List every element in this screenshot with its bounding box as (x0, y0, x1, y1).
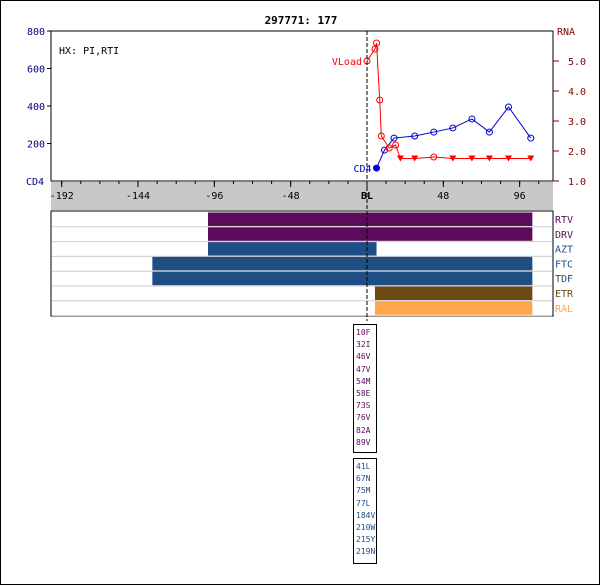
mutation-item: 184V (356, 510, 376, 520)
left-tick-label: 400 (27, 102, 45, 113)
cd4-point (505, 103, 513, 111)
left-tick-label: 600 (27, 65, 45, 76)
drug-label: RAL (555, 304, 573, 315)
vload-point (430, 153, 438, 161)
drug-label: AZT (555, 245, 573, 256)
left-tick-label: 200 (27, 140, 45, 151)
mutation-item: 67N (356, 474, 371, 484)
mutation-item: 215Y (356, 535, 376, 545)
x-tick-label: 96 (514, 191, 526, 202)
drug-bar-azt (208, 242, 377, 256)
cd4-point (485, 128, 493, 136)
x-axis-band (51, 182, 553, 210)
drug-bar-rtv (208, 212, 533, 226)
rt-mutations-box: 41L 67N 75M 77L 184V 210W 215Y 219N (353, 458, 377, 564)
cd4-point (411, 132, 419, 140)
mutation-item: 76V (356, 413, 371, 423)
cd4-line (376, 106, 532, 169)
right-tick-label: 5.0 (568, 57, 586, 68)
mutation-item: 75M (356, 486, 371, 496)
mutation-item: 47V (356, 364, 371, 374)
mutation-item: 54M (356, 376, 371, 386)
x-tick-label: -48 (282, 191, 300, 202)
drug-bar-ral (374, 301, 533, 315)
right-tick-label: 3.0 (568, 117, 586, 128)
vload-point (449, 155, 457, 162)
hx-annotation: HX: PI,RTI (59, 46, 119, 57)
cd4-point (449, 124, 457, 132)
chart-title: 297771: 177 (265, 14, 338, 27)
vload-point (527, 155, 535, 162)
x-tick-label: -96 (205, 191, 223, 202)
mutation-item: 77L (356, 498, 371, 508)
drug-bar-etr (374, 286, 533, 300)
vload-point (392, 141, 400, 149)
vload-point (468, 155, 476, 162)
vload-point (373, 39, 381, 47)
chart: 297771: 177 HX: PI,RTI -192 -144 -96 -48 BL 4… (26, 14, 586, 323)
mutation-item: 41L (356, 462, 371, 471)
drug-label: RTV (555, 215, 573, 226)
cd4-point (430, 128, 438, 136)
vload-series-label: VLoad (332, 57, 362, 68)
mutation-item: 73S (356, 401, 371, 411)
right-tick-label: 2.0 (568, 147, 586, 158)
vload-point (505, 155, 513, 162)
mutation-item: 58E (356, 388, 371, 398)
vload-point (377, 132, 385, 140)
drug-bar-ftc (152, 256, 533, 271)
vload-point (411, 155, 419, 162)
cd4-point (390, 134, 398, 142)
drug-label: DRV (555, 230, 573, 241)
x-tick-label: -192 (50, 191, 74, 202)
vload-point (385, 144, 393, 152)
cd4-series-label: CD4 (353, 164, 371, 175)
drug-bar-drv (208, 227, 533, 241)
mutation-item: 219N (356, 547, 376, 557)
mutation-item: 82A (356, 425, 371, 435)
drug-label: ETR (555, 289, 574, 300)
cd4-point (527, 134, 535, 142)
vload-point (485, 155, 493, 162)
drug-bar-tdf (152, 271, 533, 286)
mutation-item: 46V (356, 352, 371, 362)
mutation-item: 210W (356, 522, 376, 532)
x-tick-label: -144 (126, 191, 150, 202)
drug-label: TDF (555, 274, 573, 285)
right-axis-label: RNA (557, 27, 575, 38)
vload-point (376, 96, 384, 104)
cd4-point (468, 115, 476, 123)
left-tick-label: 800 (27, 27, 45, 38)
pr-mutations-box: 10F 32I 46V 47V 54M 58E 73S 76V 82A 89V (353, 324, 377, 453)
mutation-item: 89V (356, 437, 371, 447)
right-tick-label: 4.0 (568, 87, 586, 98)
drug-label: FTC (555, 259, 573, 270)
mutation-item: 10F (356, 328, 371, 337)
right-tick-label: 1.0 (568, 177, 586, 188)
left-axis-label: CD4 (26, 177, 44, 188)
vload-point (396, 155, 404, 162)
mutation-item: 32I (356, 340, 371, 350)
cd4-point (373, 164, 381, 172)
x-tick-label: 48 (437, 191, 449, 202)
